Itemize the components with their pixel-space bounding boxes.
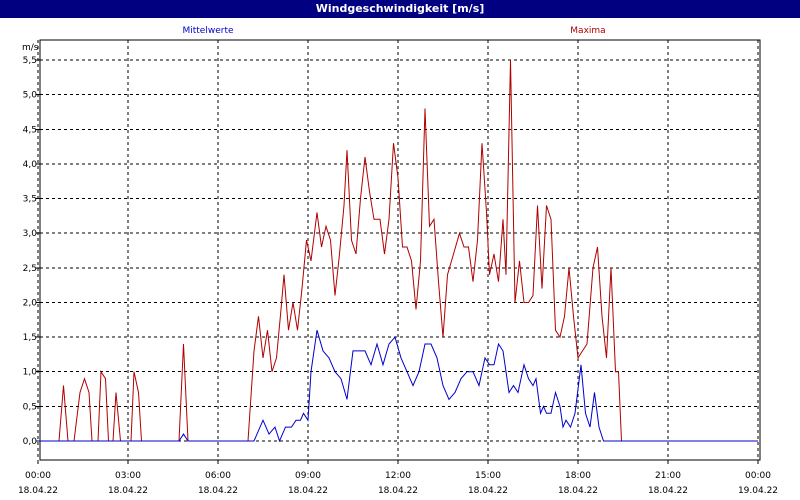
x-tick-time: 21:00 <box>655 471 681 481</box>
x-tick-time: 06:00 <box>205 471 231 481</box>
grid-lines <box>37 40 760 460</box>
x-axis: 00:00 18.04.22 03:00 18.04.22 06:00 18.04.22 0… <box>18 460 778 496</box>
y-tick-label: 3,5 <box>23 195 37 205</box>
y-axis: 0,0 0,5 1,0 1,5 2,0 2,5 3,0 3,5 4,0 4,5 5,0 5,5 m/s <box>22 43 40 447</box>
x-tick-date: 18.04.22 <box>18 486 58 496</box>
x-tick-time: 00:00 <box>25 471 51 481</box>
x-tick-date: 18.04.22 <box>558 486 598 496</box>
y-tick-label: 2,5 <box>23 264 37 274</box>
legend-mittelwerte: Mittelwerte <box>182 26 233 36</box>
x-tick-time: 09:00 <box>295 471 321 481</box>
x-tick-time: 15:00 <box>475 471 501 481</box>
plot-border <box>39 39 761 461</box>
x-tick-date: 18.04.22 <box>288 486 328 496</box>
x-tick-date: 18.04.22 <box>378 486 418 496</box>
y-tick-label: 5,0 <box>23 91 38 101</box>
y-tick-label: 1,0 <box>23 368 38 378</box>
series-line-maxima <box>38 59 758 442</box>
y-tick-label: 5,5 <box>23 56 37 66</box>
y-axis-label: m/s <box>22 43 39 53</box>
x-tick-date: 18.04.22 <box>648 486 688 496</box>
x-tick-time: 00:00 <box>745 471 771 481</box>
y-tick-label: 4,5 <box>23 125 37 135</box>
series-line-mittelwerte <box>38 330 758 443</box>
x-tick-date: 19.04.22 <box>738 486 778 496</box>
legend: Mittelwerte Maxima <box>182 26 605 36</box>
x-tick-time: 03:00 <box>115 471 141 481</box>
x-tick-date: 18.04.22 <box>198 486 238 496</box>
y-tick-label: 0,0 <box>23 437 38 447</box>
y-tick-label: 2,0 <box>23 298 38 308</box>
series-lines <box>38 59 758 443</box>
x-tick-time: 18:00 <box>565 471 591 481</box>
y-tick-label: 0,5 <box>23 402 37 412</box>
legend-maxima: Maxima <box>570 26 605 36</box>
x-tick-time: 12:00 <box>385 471 411 481</box>
y-tick-label: 4,0 <box>23 160 38 170</box>
y-tick-label: 1,5 <box>23 333 37 343</box>
y-tick-label: 3,0 <box>23 229 38 239</box>
plot-frame <box>39 39 761 461</box>
x-tick-date: 18.04.22 <box>468 486 508 496</box>
x-tick-date: 18.04.22 <box>108 486 148 496</box>
chart-title: Windgeschwindigkeit [m/s] <box>0 0 800 18</box>
